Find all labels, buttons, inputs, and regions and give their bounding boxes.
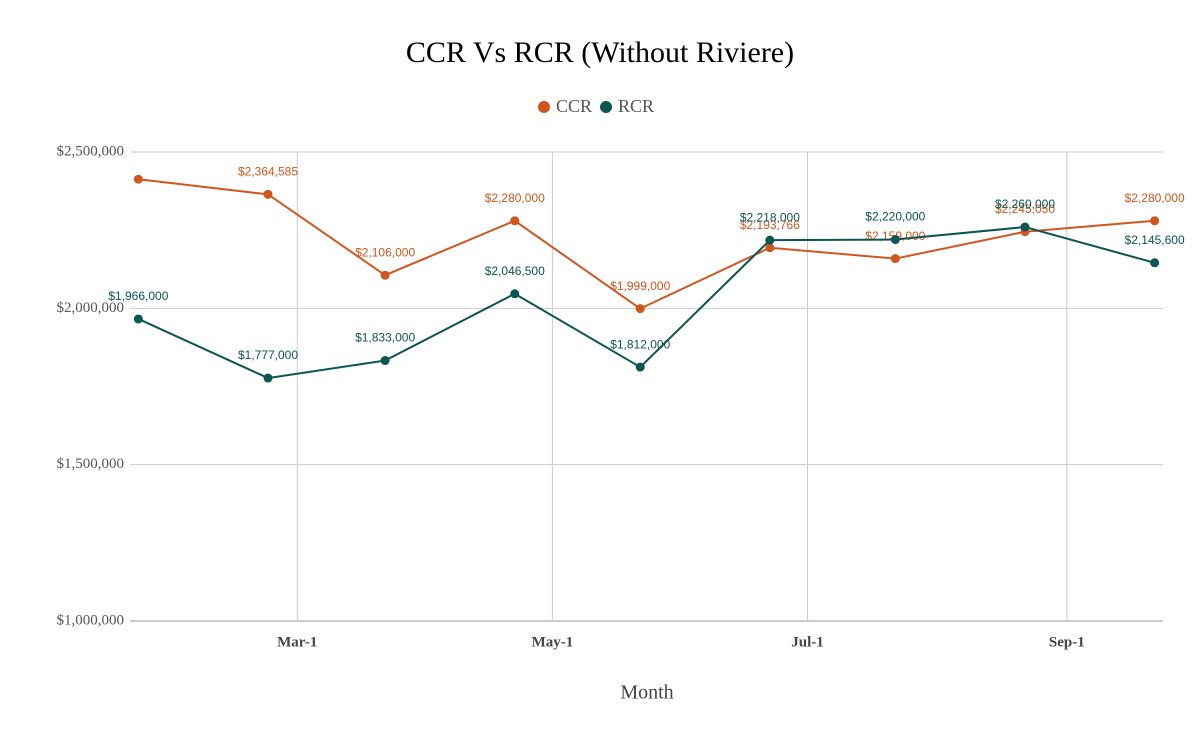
data-point — [890, 254, 900, 264]
data-point — [263, 189, 273, 199]
data-label: $2,145,600 — [1125, 233, 1185, 247]
x-tick-label: Sep-1 — [1049, 634, 1085, 650]
data-point — [510, 289, 520, 299]
chart-title: CCR Vs RCR (Without Riviere) — [406, 36, 794, 69]
data-point — [133, 314, 143, 324]
y-tick-label: $1,500,000 — [57, 456, 125, 472]
data-label: $2,218,000 — [740, 210, 800, 224]
data-point — [765, 243, 775, 253]
data-label: $1,812,000 — [610, 337, 670, 351]
x-tick-label: Jul-1 — [791, 634, 824, 650]
data-label: $2,280,000 — [1125, 191, 1185, 205]
data-point — [765, 235, 775, 245]
y-tick-label: $2,000,000 — [57, 300, 125, 316]
data-point — [635, 304, 645, 314]
legend-marker — [538, 101, 550, 113]
legend-label: RCR — [618, 96, 654, 116]
data-label: $2,245,050 — [995, 202, 1055, 216]
data-label: $1,999,000 — [610, 279, 670, 293]
data-label: $2,364,585 — [238, 165, 298, 179]
data-point — [1150, 258, 1160, 268]
data-point — [890, 235, 900, 245]
data-label: $2,220,000 — [865, 210, 925, 224]
legend-marker — [600, 101, 612, 113]
data-label: $2,280,000 — [485, 191, 545, 205]
data-point — [635, 362, 645, 372]
data-label: $1,833,000 — [355, 331, 415, 345]
legend-label: CCR — [556, 96, 592, 116]
x-axis-title: Month — [620, 682, 673, 704]
data-label: $2,193,766 — [740, 218, 800, 232]
data-point — [380, 356, 390, 366]
data-point — [1150, 216, 1160, 226]
data-label: $2,106,000 — [355, 245, 415, 259]
data-point — [510, 216, 520, 226]
x-tick-label: May-1 — [532, 634, 574, 650]
data-point — [1020, 222, 1030, 232]
data-point — [133, 174, 143, 184]
data-label: $1,966,000 — [108, 289, 168, 303]
data-label: $2,260,000 — [995, 197, 1055, 211]
x-tick-label: Mar-1 — [277, 634, 317, 650]
data-label: $2,046,500 — [485, 264, 545, 278]
data-label: $1,777,000 — [238, 348, 298, 362]
y-tick-label: $2,500,000 — [57, 143, 125, 159]
data-point — [380, 270, 390, 280]
y-tick-label: $1,000,000 — [57, 612, 125, 628]
data-point — [263, 373, 273, 383]
